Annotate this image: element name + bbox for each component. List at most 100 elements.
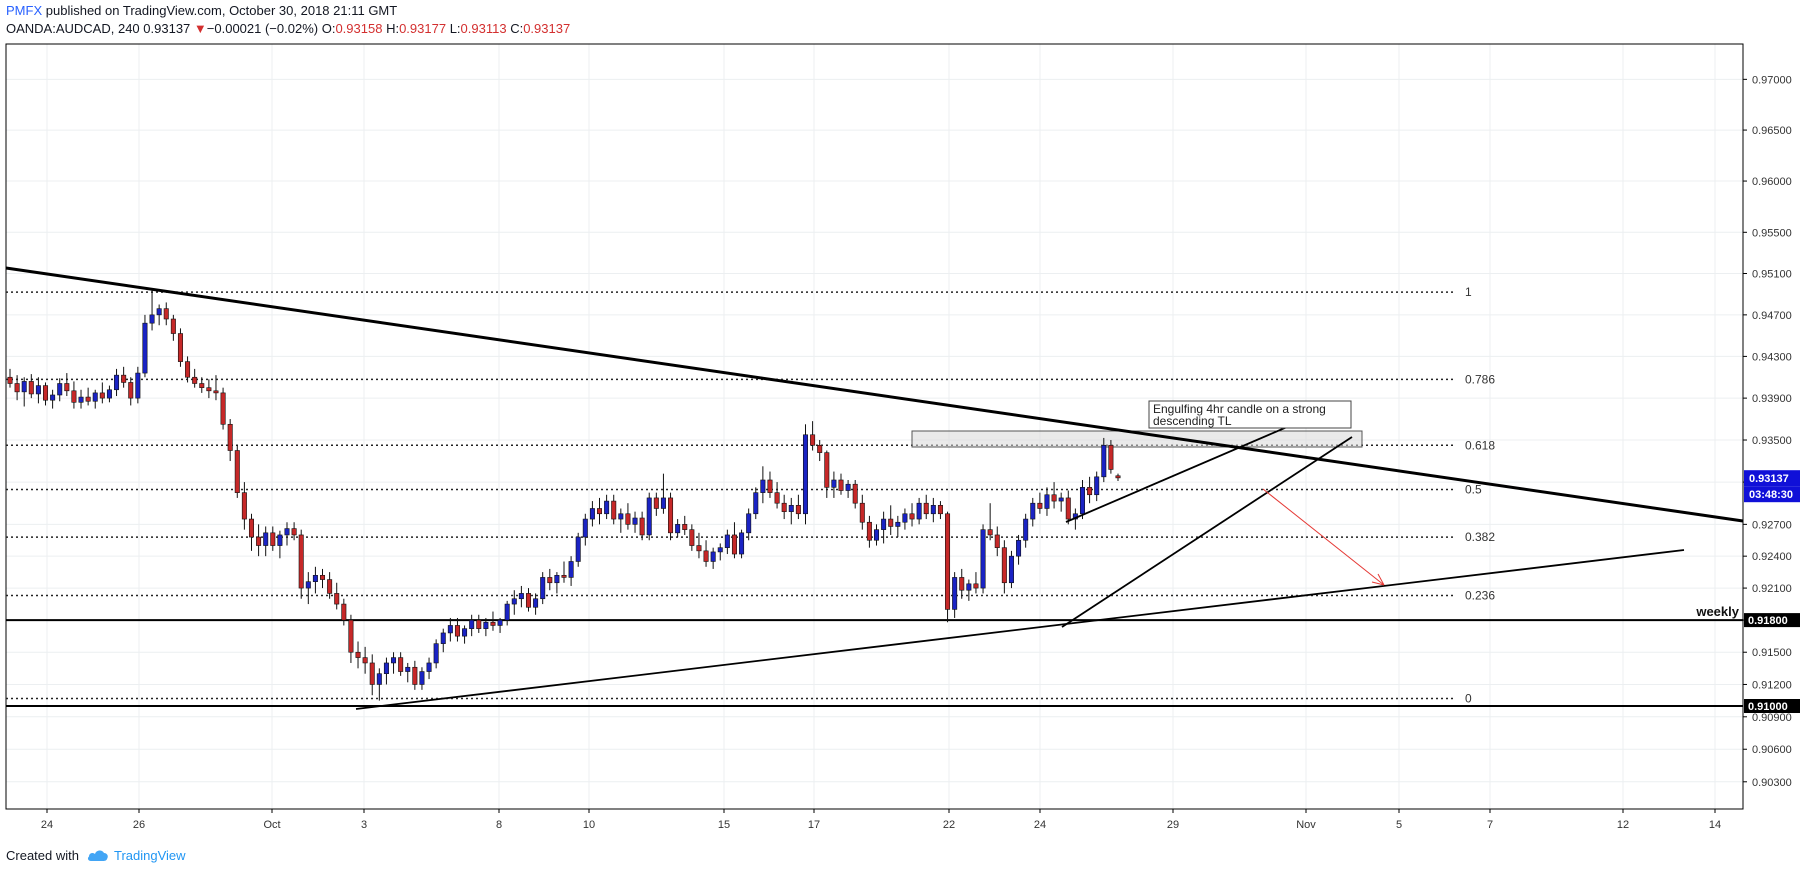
candle[interactable] xyxy=(291,522,297,541)
candle[interactable] xyxy=(767,471,773,498)
candle[interactable] xyxy=(490,611,496,631)
candle[interactable] xyxy=(106,385,112,403)
candle[interactable] xyxy=(497,617,503,633)
candle[interactable] xyxy=(959,568,965,599)
publisher-name[interactable]: PMFX xyxy=(6,3,43,18)
candle[interactable] xyxy=(731,522,737,559)
candle[interactable] xyxy=(568,556,574,586)
candle[interactable] xyxy=(263,526,269,557)
candle[interactable] xyxy=(213,375,219,401)
candle[interactable] xyxy=(1101,437,1107,483)
candle[interactable] xyxy=(369,654,375,696)
candle[interactable] xyxy=(227,419,233,462)
candle[interactable] xyxy=(426,657,432,680)
candle[interactable] xyxy=(589,501,595,527)
candle[interactable] xyxy=(923,494,929,520)
candle[interactable] xyxy=(1008,550,1014,589)
candle[interactable] xyxy=(909,503,915,527)
candle[interactable] xyxy=(391,652,397,674)
candle[interactable] xyxy=(483,617,489,637)
candle[interactable] xyxy=(881,511,887,544)
candle[interactable] xyxy=(916,497,922,525)
candle[interactable] xyxy=(675,519,681,538)
candle[interactable] xyxy=(327,572,333,599)
candle[interactable] xyxy=(447,617,453,642)
candle[interactable] xyxy=(831,471,837,498)
candle[interactable] xyxy=(1115,473,1121,482)
candle[interactable] xyxy=(739,529,745,559)
candle[interactable] xyxy=(632,511,638,533)
candle[interactable] xyxy=(348,614,354,663)
candlestick-series[interactable] xyxy=(7,288,1121,701)
candle[interactable] xyxy=(788,497,794,525)
candle[interactable] xyxy=(185,356,191,383)
candle[interactable] xyxy=(525,588,531,612)
candle[interactable] xyxy=(78,389,84,409)
candle[interactable] xyxy=(1051,482,1057,509)
candle[interactable] xyxy=(852,479,858,509)
candle[interactable] xyxy=(163,302,169,326)
candle[interactable] xyxy=(554,572,560,594)
candle[interactable] xyxy=(937,501,943,520)
candle[interactable] xyxy=(476,614,482,633)
time-axis[interactable]: 24 26 Oct 3 8 10 15 17 22 24 29 Nov 5 7 12 14 xyxy=(41,809,1721,831)
candle[interactable] xyxy=(838,473,844,495)
candle[interactable] xyxy=(511,590,517,615)
candle[interactable] xyxy=(454,617,460,642)
channel-lower-line[interactable] xyxy=(1061,436,1353,628)
candle[interactable] xyxy=(682,515,688,535)
candle[interactable] xyxy=(135,366,141,404)
candle[interactable] xyxy=(156,304,162,326)
candle[interactable] xyxy=(504,600,510,626)
candle[interactable] xyxy=(888,505,894,535)
candle[interactable] xyxy=(1058,492,1064,512)
candle[interactable] xyxy=(1108,440,1114,474)
candle[interactable] xyxy=(973,572,979,594)
candle[interactable] xyxy=(284,522,290,546)
candle[interactable] xyxy=(71,381,77,409)
candle[interactable] xyxy=(902,508,908,530)
candle[interactable] xyxy=(859,494,865,530)
candle[interactable] xyxy=(57,378,63,402)
candle[interactable] xyxy=(987,503,993,541)
candle[interactable] xyxy=(469,614,475,637)
candle[interactable] xyxy=(405,662,411,683)
candle[interactable] xyxy=(1044,487,1050,516)
candle[interactable] xyxy=(192,368,198,388)
candle[interactable] xyxy=(1023,513,1029,548)
candle[interactable] xyxy=(625,503,631,530)
candle[interactable] xyxy=(398,652,404,676)
fibonacci-retracement[interactable]: 1 0.786 0.618 0.5 0.382 0.236 0 xyxy=(6,285,1495,705)
candle[interactable] xyxy=(774,482,780,509)
candle[interactable] xyxy=(220,387,226,430)
candle[interactable] xyxy=(241,482,247,530)
candle[interactable] xyxy=(717,543,723,561)
candle[interactable] xyxy=(994,526,1000,557)
candle[interactable] xyxy=(696,532,702,559)
candle[interactable] xyxy=(14,375,20,401)
candle[interactable] xyxy=(845,479,851,498)
candle[interactable] xyxy=(440,628,446,653)
candle[interactable] xyxy=(92,389,98,409)
candle[interactable] xyxy=(966,579,972,601)
candle[interactable] xyxy=(582,513,588,546)
candle[interactable] xyxy=(724,529,730,555)
candle[interactable] xyxy=(64,373,70,397)
candle[interactable] xyxy=(618,508,624,533)
ascending-trendline[interactable] xyxy=(355,549,1685,710)
candle[interactable] xyxy=(419,667,425,690)
candle[interactable] xyxy=(355,641,361,669)
candle[interactable] xyxy=(362,646,368,674)
candle[interactable] xyxy=(824,450,830,498)
candle[interactable] xyxy=(1030,497,1036,527)
candle[interactable] xyxy=(142,314,148,378)
candle[interactable] xyxy=(128,377,134,406)
candle[interactable] xyxy=(28,374,34,399)
candle[interactable] xyxy=(795,494,801,520)
candle[interactable] xyxy=(298,529,304,599)
candle[interactable] xyxy=(320,568,326,589)
candle[interactable] xyxy=(312,566,318,594)
candle[interactable] xyxy=(802,424,808,525)
candle[interactable] xyxy=(646,492,652,541)
candle[interactable] xyxy=(689,524,695,551)
